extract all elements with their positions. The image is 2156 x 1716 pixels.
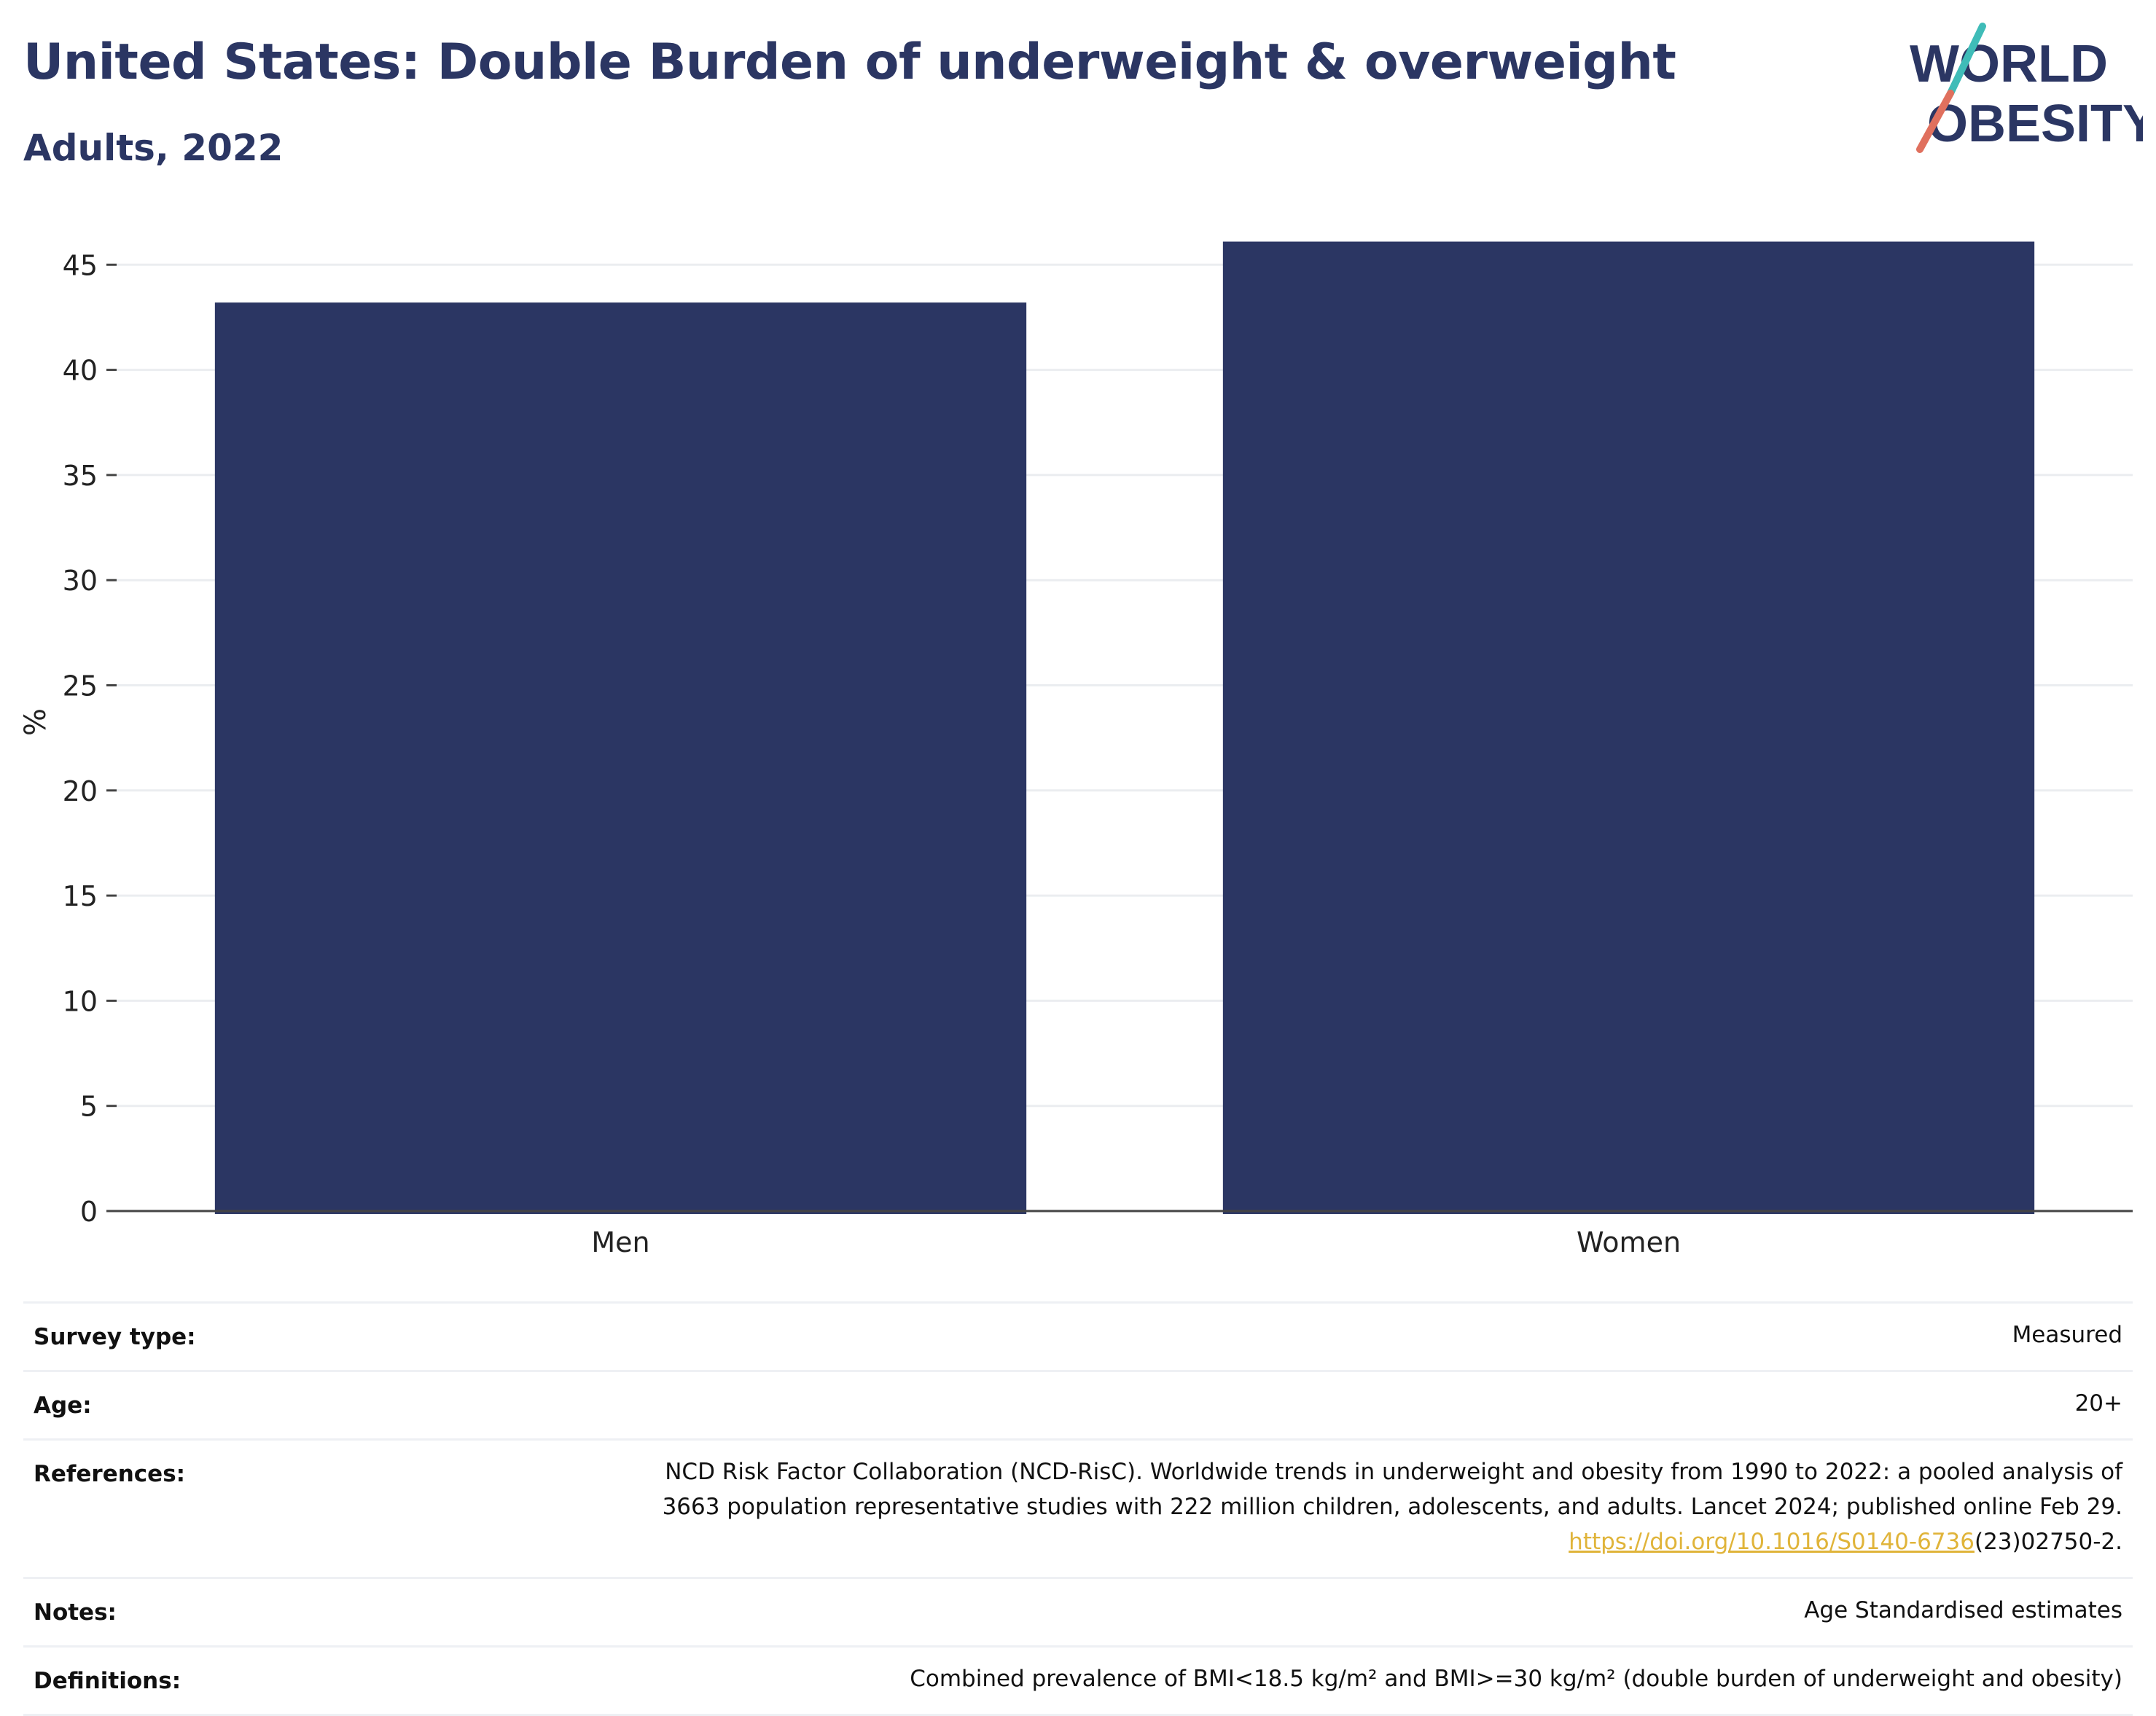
references-link-suffix: (23)02750-2. xyxy=(1974,1529,2122,1555)
references-line2: 3663 population representative studies w… xyxy=(662,1494,2122,1520)
meta-row-age: Age: 20+ xyxy=(23,1370,2133,1438)
y-tick-label: 10 xyxy=(63,985,98,1017)
definitions-label: Definitions: xyxy=(34,1668,181,1694)
age-label: Age: xyxy=(34,1392,92,1419)
page-title: United States: Double Burden of underwei… xyxy=(23,34,1676,91)
meta-row-notes: Notes: Age Standardised estimates xyxy=(23,1577,2133,1645)
metadata-table: Survey type: Measured Age: 20+ Reference… xyxy=(23,1301,2133,1716)
bars xyxy=(214,241,2035,1215)
references-doi-link[interactable]: https://doi.org/10.1016/S0140-6736 xyxy=(1569,1529,1975,1555)
x-tick-labels: Men Women xyxy=(591,1226,1681,1258)
references-label: References: xyxy=(34,1461,186,1487)
survey-type-label: Survey type: xyxy=(34,1324,196,1350)
definitions-value: Combined prevalence of BMI<18.5 kg/m² an… xyxy=(910,1666,2122,1692)
x-tick-label: Men xyxy=(591,1226,649,1258)
x-tick-label: Women xyxy=(1577,1226,1681,1258)
y-tick-labels: 0 5 10 15 20 25 30 35 40 45 xyxy=(63,249,117,1228)
y-tick-label: 5 xyxy=(80,1091,98,1123)
logo-slash-bottom xyxy=(1916,90,1954,153)
bar-women xyxy=(1222,241,2035,1215)
logo-line2: OBESITY xyxy=(1927,95,2143,153)
bar-chart: 0 5 10 15 20 25 30 35 40 45 Men Women % xyxy=(19,241,2133,1258)
world-obesity-logo: WORLD OBESITY xyxy=(1910,23,2143,153)
meta-row-references: References: NCD Risk Factor Collaboratio… xyxy=(23,1438,2133,1577)
survey-type-value: Measured xyxy=(2012,1322,2122,1348)
logo-slash-top xyxy=(1947,23,1986,97)
page-subtitle: Adults, 2022 xyxy=(23,127,284,169)
notes-label: Notes: xyxy=(34,1599,117,1626)
bar-men xyxy=(214,302,1027,1214)
y-tick-label: 15 xyxy=(63,880,98,912)
references-line1: NCD Risk Factor Collaboration (NCD-RisC)… xyxy=(665,1459,2122,1485)
notes-value: Age Standardised estimates xyxy=(1804,1597,2122,1623)
y-axis-label: % xyxy=(19,708,52,736)
logo-line1: WORLD xyxy=(1910,35,2108,93)
y-tick-label: 40 xyxy=(63,355,98,387)
meta-row-definitions: Definitions: Combined prevalence of BMI<… xyxy=(23,1645,2133,1716)
y-tick-label: 0 xyxy=(80,1196,98,1228)
y-tick-label: 20 xyxy=(63,775,98,807)
y-tick-label: 35 xyxy=(63,460,98,492)
references-value: NCD Risk Factor Collaboration (NCD-RisC)… xyxy=(483,1454,2122,1559)
y-tick-label: 25 xyxy=(63,670,98,702)
y-tick-label: 30 xyxy=(63,565,98,597)
age-value: 20+ xyxy=(2074,1390,2122,1417)
y-tick-label: 45 xyxy=(63,249,98,281)
meta-row-survey-type: Survey type: Measured xyxy=(23,1301,2133,1370)
